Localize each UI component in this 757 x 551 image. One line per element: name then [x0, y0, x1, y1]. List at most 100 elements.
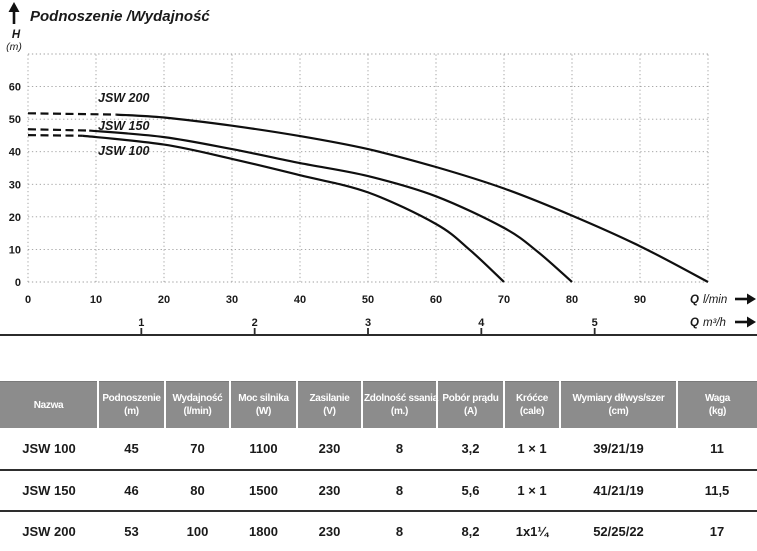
cell-value: 11,5 [677, 469, 757, 511]
x-tick-label: 60 [430, 294, 442, 306]
cell-value: 1 × 1 [504, 469, 560, 511]
column-header-1: Podnoszenie (m) [97, 381, 165, 428]
column-header-9: Waga (kg) [676, 381, 757, 428]
cell-value: 1 × 1 [504, 428, 560, 470]
column-label: Podnoszenie [102, 393, 161, 404]
column-unit: (m.) [390, 406, 409, 417]
column-unit: (kg) [708, 406, 727, 417]
y-tick-label: 10 [9, 244, 21, 256]
column-label: Zdolność ssania [364, 393, 438, 404]
cell-value: 52/25/22 [560, 510, 677, 551]
column-label: Wymiary dł/wys/szer [572, 393, 665, 404]
cell-model-name: JSW 150 [0, 469, 98, 511]
cell-value: 230 [297, 469, 362, 511]
curve-dashed-jsw-150 [27, 128, 90, 132]
cell-value: 1500 [230, 469, 297, 511]
column-label: Zasilanie [309, 393, 350, 404]
series-label: JSW 150 [98, 119, 149, 133]
x-tick-label: 40 [294, 294, 306, 306]
cell-value: 11 [677, 428, 757, 470]
x-tick-label: 90 [634, 294, 646, 306]
cell-value: 1100 [230, 428, 297, 470]
chart-tick-labels: 0 10 20 30 40 50 60 70 80 90 0 10 20 30 40 50 60 [9, 82, 646, 306]
cell-value: 41/21/19 [560, 469, 677, 511]
column-label: Wydajność [172, 393, 223, 404]
column-header-3: Moc silnika (W) [229, 381, 297, 428]
curve-dashed-jsw-100 [27, 134, 83, 137]
column-unit: (A) [464, 406, 477, 417]
cell-value: 53 [98, 510, 165, 551]
x-tick-label: 80 [566, 294, 578, 306]
column-unit: (m) [124, 406, 139, 417]
column-unit: (cale) [519, 406, 545, 417]
cell-value: 230 [297, 510, 362, 551]
cell-value: 80 [165, 469, 230, 511]
column-label: Waga [704, 393, 731, 404]
cell-value: 8 [362, 510, 437, 551]
x-tick-label: 50 [362, 294, 374, 306]
x-tick-label: 20 [158, 294, 170, 306]
x-tick-label: 10 [90, 294, 102, 306]
column-label: Nazwa [33, 399, 64, 411]
y-tick-label: 30 [9, 179, 21, 191]
chart-title: Podnoszenie /Wydajność [30, 8, 210, 25]
column-header-7: Króćce (cale) [503, 381, 560, 428]
cell-value: 5,6 [437, 469, 504, 511]
cell-value: 230 [297, 428, 362, 470]
curve-jsw-150 [89, 129, 573, 283]
spec-table-body: JSW 100 45 70 1100 230 8 3,2 1 × 1 39/21/19 11 JSW… [0, 428, 757, 551]
y-tick-label: 40 [9, 147, 21, 159]
cell-value: 100 [165, 510, 230, 551]
y-axis-symbol: H [12, 29, 21, 41]
curve-jsw-100 [82, 134, 505, 283]
column-label: Pobór prądu [442, 393, 499, 404]
cell-value: 39/21/19 [560, 428, 677, 470]
cell-value: 8 [362, 469, 437, 511]
x-tick-label: 0 [25, 294, 31, 306]
m3h-tick-label: 2 [252, 317, 258, 329]
chart-grid [27, 53, 709, 283]
cell-value: 8 [362, 428, 437, 470]
x-axis-lmin-arrow-icon [735, 293, 756, 305]
cell-model-name: JSW 100 [0, 428, 98, 470]
y-tick-label: 50 [9, 114, 21, 126]
column-header-5: Zdolność ssania (m.) [361, 381, 438, 428]
m3h-tick-label: 3 [365, 317, 371, 329]
y-axis-arrow-icon [8, 2, 20, 24]
column-unit: (l/min) [183, 406, 212, 417]
y-tick-label: 20 [9, 212, 21, 224]
curve-dashed-jsw-200 [27, 112, 117, 116]
column-header-4: Zasilanie (V) [296, 381, 362, 428]
column-unit: (cm) [608, 406, 629, 417]
column-header-6: Pobór prądu (A) [436, 381, 504, 428]
cell-value: 70 [165, 428, 230, 470]
x-tick-label: 30 [226, 294, 238, 306]
y-tick-label: 0 [15, 277, 21, 289]
cell-value: 46 [98, 469, 165, 511]
m3h-tick-label: 1 [138, 317, 144, 329]
series-label: JSW 200 [98, 91, 149, 105]
cell-value: 45 [98, 428, 165, 470]
table-row: JSW 150 46 80 1500 230 8 5,6 1 × 1 41/21/19 11,5 [0, 469, 757, 511]
column-unit: (V) [323, 406, 336, 417]
y-tick-label: 60 [9, 82, 21, 94]
x-tick-label: 70 [498, 294, 510, 306]
cell-value: 8,2 [437, 510, 504, 551]
series-label: JSW 100 [98, 144, 149, 158]
spec-table: Nazwa Podnoszenie (m) Wydajność (l/min) Moc s… [0, 381, 757, 551]
m3h-tick-label: 5 [592, 317, 598, 329]
y-axis-unit: (m) [6, 41, 22, 53]
column-unit: (W) [255, 406, 272, 417]
pump-spec-table: Nazwa Podnoszenie (m) Wydajność (l/min) Moc s… [0, 381, 757, 551]
cell-model-name: JSW 200 [0, 510, 98, 551]
x-axis-m3h-arrow-icon [735, 316, 756, 328]
table-row: JSW 100 45 70 1100 230 8 3,2 1 × 1 39/21/19 11 [0, 428, 757, 470]
curve-jsw-200 [116, 113, 709, 283]
column-label: Króćce [515, 393, 549, 404]
cell-value: 3,2 [437, 428, 504, 470]
m3h-tick-label: 4 [478, 317, 485, 329]
cell-value: 17 [677, 510, 757, 551]
